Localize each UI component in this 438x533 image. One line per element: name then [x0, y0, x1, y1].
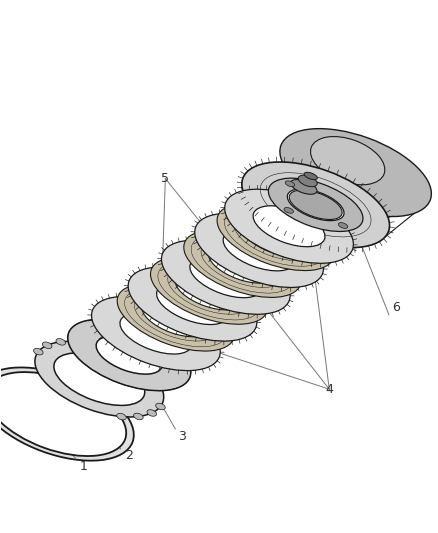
Ellipse shape [147, 410, 156, 416]
Ellipse shape [223, 230, 295, 271]
Ellipse shape [298, 175, 317, 187]
Ellipse shape [42, 342, 52, 349]
Ellipse shape [151, 257, 268, 324]
Ellipse shape [304, 172, 317, 180]
Ellipse shape [217, 204, 334, 271]
Text: 3: 3 [178, 431, 186, 443]
Ellipse shape [242, 217, 310, 256]
Ellipse shape [253, 206, 325, 247]
Ellipse shape [68, 319, 191, 391]
Ellipse shape [208, 245, 276, 283]
Ellipse shape [96, 336, 162, 374]
Ellipse shape [290, 180, 317, 194]
Text: 1: 1 [80, 460, 88, 473]
Ellipse shape [120, 313, 192, 354]
Ellipse shape [0, 367, 134, 461]
Ellipse shape [287, 189, 344, 221]
Text: 6: 6 [392, 301, 400, 314]
Ellipse shape [73, 338, 82, 345]
Ellipse shape [280, 128, 431, 216]
Text: 5: 5 [161, 172, 170, 185]
Ellipse shape [184, 230, 301, 297]
Ellipse shape [156, 284, 229, 325]
Ellipse shape [92, 296, 220, 370]
Ellipse shape [242, 162, 389, 248]
Ellipse shape [289, 190, 342, 220]
Ellipse shape [285, 181, 295, 187]
Ellipse shape [134, 413, 143, 419]
Text: 4: 4 [325, 383, 333, 395]
Ellipse shape [56, 338, 65, 345]
Text: 2: 2 [125, 449, 133, 462]
Ellipse shape [117, 284, 234, 351]
Ellipse shape [311, 136, 385, 185]
Ellipse shape [338, 223, 348, 229]
Ellipse shape [54, 353, 145, 406]
Ellipse shape [284, 207, 293, 213]
Ellipse shape [225, 189, 353, 263]
Ellipse shape [162, 240, 290, 314]
Ellipse shape [190, 257, 262, 298]
Ellipse shape [0, 372, 126, 456]
Ellipse shape [35, 342, 164, 417]
Ellipse shape [175, 271, 243, 310]
Ellipse shape [34, 349, 43, 355]
Ellipse shape [142, 298, 210, 337]
Ellipse shape [195, 213, 323, 287]
Ellipse shape [128, 267, 257, 341]
Ellipse shape [117, 413, 126, 420]
Ellipse shape [155, 403, 165, 410]
Ellipse shape [268, 178, 363, 231]
